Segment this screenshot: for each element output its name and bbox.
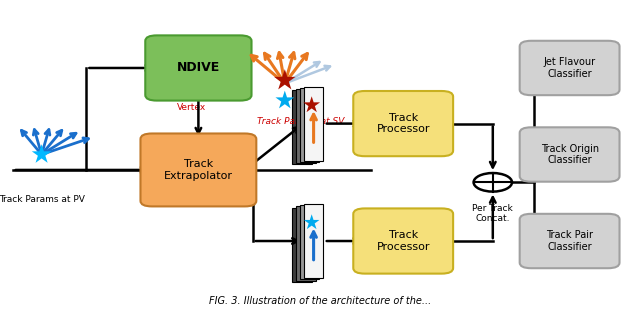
- Text: NDIVE: NDIVE: [177, 61, 220, 74]
- FancyBboxPatch shape: [304, 204, 323, 278]
- Text: Track Params at PV: Track Params at PV: [0, 195, 84, 204]
- FancyBboxPatch shape: [300, 205, 319, 279]
- Point: [307, 103, 317, 108]
- FancyBboxPatch shape: [353, 208, 453, 274]
- Point: [280, 98, 290, 103]
- FancyBboxPatch shape: [300, 88, 319, 162]
- Point: [280, 78, 290, 83]
- Text: Track
Extrapolator: Track Extrapolator: [164, 159, 233, 181]
- Text: Per Track
Concat.: Per Track Concat.: [472, 204, 513, 223]
- Text: Track Pair
Classifier: Track Pair Classifier: [546, 230, 593, 252]
- Text: Vertex: Vertex: [177, 103, 207, 112]
- Text: Jet Flavour
Classifier: Jet Flavour Classifier: [543, 57, 596, 79]
- FancyBboxPatch shape: [304, 87, 323, 161]
- Text: FIG. 3. Illustration of the architecture of the...: FIG. 3. Illustration of the architecture…: [209, 296, 431, 306]
- Point: [36, 152, 47, 157]
- Text: Track
Processor: Track Processor: [376, 230, 430, 252]
- FancyBboxPatch shape: [141, 133, 256, 206]
- Text: Track Params at SV: Track Params at SV: [257, 117, 344, 126]
- FancyBboxPatch shape: [296, 206, 316, 281]
- FancyBboxPatch shape: [520, 41, 620, 95]
- FancyBboxPatch shape: [292, 208, 312, 282]
- Point: [307, 220, 317, 225]
- Text: Track
Processor: Track Processor: [376, 113, 430, 134]
- FancyBboxPatch shape: [520, 127, 620, 182]
- FancyBboxPatch shape: [520, 214, 620, 268]
- FancyBboxPatch shape: [292, 90, 312, 164]
- FancyBboxPatch shape: [145, 36, 252, 100]
- FancyBboxPatch shape: [296, 89, 316, 163]
- FancyBboxPatch shape: [353, 91, 453, 156]
- Text: Track Origin
Classifier: Track Origin Classifier: [541, 144, 598, 165]
